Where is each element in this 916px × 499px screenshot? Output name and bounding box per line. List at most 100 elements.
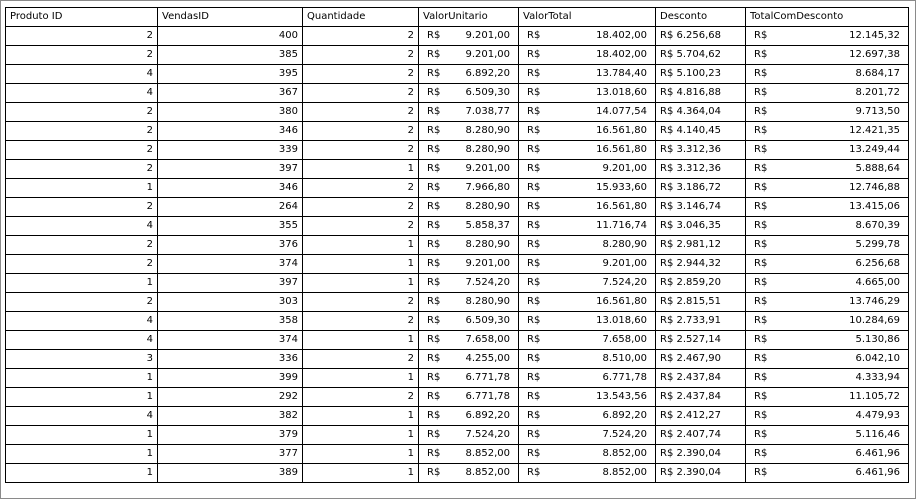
cell-valor-unitario[interactable]: R$ 8.280,90 <box>418 197 519 217</box>
cell-quantidade[interactable]: 2 <box>302 45 419 65</box>
cell-quantidade[interactable]: 2 <box>302 311 419 331</box>
cell-produto-id[interactable]: 2 <box>5 26 158 46</box>
cell-desconto[interactable]: R$ 2.527,14 <box>655 330 746 350</box>
cell-produto-id[interactable]: 2 <box>5 197 158 217</box>
cell-vendas-id[interactable]: 380 <box>157 102 303 122</box>
header-quantidade[interactable]: Quantidade <box>302 7 419 27</box>
cell-quantidade[interactable]: 2 <box>302 349 419 369</box>
cell-produto-id[interactable]: 2 <box>5 159 158 179</box>
cell-total-com-desconto[interactable]: R$ 5.130,86 <box>745 330 909 350</box>
cell-vendas-id[interactable]: 303 <box>157 292 303 312</box>
cell-valor-unitario[interactable]: R$ 9.201,00 <box>418 26 519 46</box>
cell-desconto[interactable]: R$ 2.467,90 <box>655 349 746 369</box>
cell-total-com-desconto[interactable]: R$ 6.042,10 <box>745 349 909 369</box>
cell-valor-total[interactable]: R$ 16.561,80 <box>518 140 656 160</box>
cell-desconto[interactable]: R$ 2.412,27 <box>655 406 746 426</box>
cell-quantidade[interactable]: 2 <box>302 197 419 217</box>
cell-produto-id[interactable]: 1 <box>5 444 158 464</box>
cell-vendas-id[interactable]: 367 <box>157 83 303 103</box>
cell-vendas-id[interactable]: 377 <box>157 444 303 464</box>
cell-total-com-desconto[interactable]: R$ 4.665,00 <box>745 273 909 293</box>
cell-desconto[interactable]: R$ 6.256,68 <box>655 26 746 46</box>
cell-vendas-id[interactable]: 339 <box>157 140 303 160</box>
cell-quantidade[interactable]: 1 <box>302 368 419 388</box>
cell-produto-id[interactable]: 4 <box>5 64 158 84</box>
cell-produto-id[interactable]: 2 <box>5 292 158 312</box>
header-desconto[interactable]: Desconto <box>655 7 746 27</box>
cell-valor-unitario[interactable]: R$ 6.771,78 <box>418 368 519 388</box>
cell-valor-total[interactable]: R$ 11.716,74 <box>518 216 656 236</box>
cell-total-com-desconto[interactable]: R$ 12.145,32 <box>745 26 909 46</box>
cell-desconto[interactable]: R$ 2.981,12 <box>655 235 746 255</box>
cell-desconto[interactable]: R$ 2.437,84 <box>655 387 746 407</box>
cell-vendas-id[interactable]: 355 <box>157 216 303 236</box>
cell-valor-unitario[interactable]: R$ 8.280,90 <box>418 121 519 141</box>
cell-valor-unitario[interactable]: R$ 8.280,90 <box>418 235 519 255</box>
cell-vendas-id[interactable]: 379 <box>157 425 303 445</box>
cell-valor-unitario[interactable]: R$ 7.658,00 <box>418 330 519 350</box>
cell-valor-total[interactable]: R$ 8.852,00 <box>518 463 656 483</box>
cell-valor-total[interactable]: R$ 6.771,78 <box>518 368 656 388</box>
cell-total-com-desconto[interactable]: R$ 11.105,72 <box>745 387 909 407</box>
cell-quantidade[interactable]: 1 <box>302 406 419 426</box>
cell-vendas-id[interactable]: 376 <box>157 235 303 255</box>
cell-vendas-id[interactable]: 336 <box>157 349 303 369</box>
cell-desconto[interactable]: R$ 5.704,62 <box>655 45 746 65</box>
cell-total-com-desconto[interactable]: R$ 4.479,93 <box>745 406 909 426</box>
cell-total-com-desconto[interactable]: R$ 12.746,88 <box>745 178 909 198</box>
cell-desconto[interactable]: R$ 3.186,72 <box>655 178 746 198</box>
cell-desconto[interactable]: R$ 3.046,35 <box>655 216 746 236</box>
cell-produto-id[interactable]: 4 <box>5 83 158 103</box>
cell-valor-total[interactable]: R$ 13.018,60 <box>518 311 656 331</box>
cell-quantidade[interactable]: 2 <box>302 26 419 46</box>
cell-valor-total[interactable]: R$ 18.402,00 <box>518 26 656 46</box>
cell-valor-unitario[interactable]: R$ 4.255,00 <box>418 349 519 369</box>
cell-desconto[interactable]: R$ 2.437,84 <box>655 368 746 388</box>
cell-produto-id[interactable]: 3 <box>5 349 158 369</box>
cell-valor-unitario[interactable]: R$ 8.852,00 <box>418 444 519 464</box>
cell-vendas-id[interactable]: 385 <box>157 45 303 65</box>
cell-produto-id[interactable]: 2 <box>5 235 158 255</box>
cell-valor-unitario[interactable]: R$ 7.524,20 <box>418 425 519 445</box>
cell-desconto[interactable]: R$ 2.390,04 <box>655 444 746 464</box>
cell-total-com-desconto[interactable]: R$ 5.299,78 <box>745 235 909 255</box>
cell-total-com-desconto[interactable]: R$ 12.697,38 <box>745 45 909 65</box>
cell-valor-unitario[interactable]: R$ 9.201,00 <box>418 254 519 274</box>
cell-total-com-desconto[interactable]: R$ 13.746,29 <box>745 292 909 312</box>
cell-produto-id[interactable]: 2 <box>5 140 158 160</box>
cell-total-com-desconto[interactable]: R$ 5.888,64 <box>745 159 909 179</box>
cell-valor-total[interactable]: R$ 18.402,00 <box>518 45 656 65</box>
cell-produto-id[interactable]: 2 <box>5 254 158 274</box>
cell-produto-id[interactable]: 1 <box>5 178 158 198</box>
cell-quantidade[interactable]: 1 <box>302 254 419 274</box>
cell-vendas-id[interactable]: 346 <box>157 121 303 141</box>
cell-vendas-id[interactable]: 374 <box>157 330 303 350</box>
cell-total-com-desconto[interactable]: R$ 8.670,39 <box>745 216 909 236</box>
cell-produto-id[interactable]: 4 <box>5 216 158 236</box>
cell-produto-id[interactable]: 1 <box>5 463 158 483</box>
cell-valor-total[interactable]: R$ 6.892,20 <box>518 406 656 426</box>
cell-valor-unitario[interactable]: R$ 5.858,37 <box>418 216 519 236</box>
cell-valor-total[interactable]: R$ 8.280,90 <box>518 235 656 255</box>
cell-quantidade[interactable]: 2 <box>302 121 419 141</box>
cell-valor-unitario[interactable]: R$ 9.201,00 <box>418 159 519 179</box>
cell-quantidade[interactable]: 2 <box>302 387 419 407</box>
cell-quantidade[interactable]: 2 <box>302 102 419 122</box>
cell-produto-id[interactable]: 1 <box>5 368 158 388</box>
cell-valor-total[interactable]: R$ 16.561,80 <box>518 197 656 217</box>
cell-vendas-id[interactable]: 399 <box>157 368 303 388</box>
cell-valor-total[interactable]: R$ 15.933,60 <box>518 178 656 198</box>
header-produto-id[interactable]: Produto ID <box>5 7 158 27</box>
cell-valor-total[interactable]: R$ 7.524,20 <box>518 273 656 293</box>
header-vendas-id[interactable]: VendasID <box>157 7 303 27</box>
cell-vendas-id[interactable]: 395 <box>157 64 303 84</box>
cell-produto-id[interactable]: 4 <box>5 406 158 426</box>
cell-total-com-desconto[interactable]: R$ 10.284,69 <box>745 311 909 331</box>
cell-valor-unitario[interactable]: R$ 6.509,30 <box>418 83 519 103</box>
cell-vendas-id[interactable]: 397 <box>157 159 303 179</box>
cell-vendas-id[interactable]: 358 <box>157 311 303 331</box>
cell-valor-total[interactable]: R$ 8.852,00 <box>518 444 656 464</box>
cell-valor-total[interactable]: R$ 16.561,80 <box>518 292 656 312</box>
cell-quantidade[interactable]: 2 <box>302 83 419 103</box>
cell-desconto[interactable]: R$ 4.364,04 <box>655 102 746 122</box>
